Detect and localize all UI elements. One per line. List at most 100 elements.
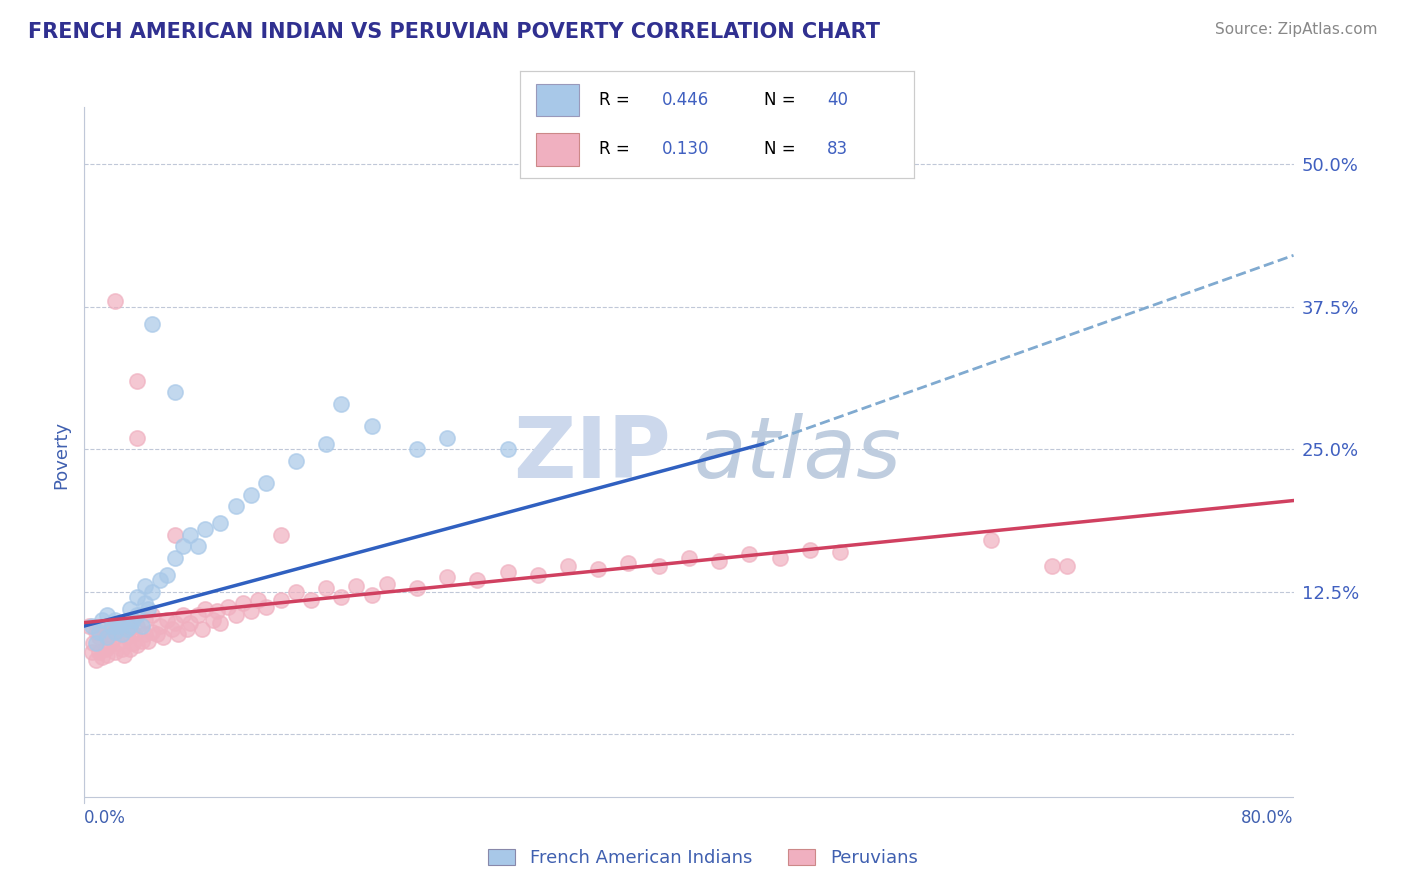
Point	[330, 591, 353, 605]
Point	[115, 615, 138, 630]
Point	[152, 631, 174, 645]
Point	[141, 607, 163, 622]
Point	[121, 613, 143, 627]
Point	[678, 550, 700, 565]
Point	[176, 623, 198, 637]
Point	[97, 639, 120, 653]
Point	[270, 528, 292, 542]
Point	[406, 442, 429, 457]
Point	[111, 615, 134, 630]
Point	[86, 636, 108, 650]
Y-axis label: Poverty: Poverty	[52, 421, 70, 489]
Point	[107, 636, 129, 650]
Legend: French American Indians, Peruvians: French American Indians, Peruvians	[481, 841, 925, 874]
Text: ZIP: ZIP	[513, 413, 671, 497]
Point	[360, 588, 382, 602]
Point	[270, 592, 292, 607]
Point	[346, 579, 368, 593]
Point	[375, 576, 398, 591]
Point	[107, 615, 129, 630]
Point	[1056, 558, 1078, 573]
Point	[86, 624, 108, 639]
Point	[96, 648, 118, 662]
Point	[830, 545, 852, 559]
Point	[134, 627, 156, 641]
Text: 0.446: 0.446	[662, 91, 709, 109]
Point	[104, 624, 127, 639]
Point	[149, 619, 172, 633]
Point	[588, 562, 610, 576]
Point	[100, 619, 122, 633]
Point	[112, 648, 135, 662]
Point	[330, 396, 353, 410]
Point	[118, 623, 141, 637]
Point	[80, 619, 103, 633]
Point	[285, 453, 308, 467]
Point	[225, 500, 247, 514]
Point	[165, 615, 187, 630]
Point	[136, 633, 159, 648]
Point	[149, 574, 172, 588]
Point	[648, 558, 671, 573]
Point	[104, 613, 127, 627]
FancyBboxPatch shape	[536, 134, 579, 166]
Point	[799, 542, 821, 557]
Point	[315, 582, 337, 596]
Point	[146, 627, 169, 641]
Point	[172, 607, 194, 622]
Text: N =: N =	[765, 141, 801, 159]
Point	[207, 604, 229, 618]
Point	[122, 627, 145, 641]
Point	[1040, 558, 1063, 573]
Point	[115, 631, 138, 645]
Point	[141, 584, 163, 599]
Point	[436, 431, 458, 445]
Point	[80, 645, 103, 659]
Point	[225, 607, 247, 622]
Point	[496, 442, 519, 457]
Point	[165, 385, 187, 400]
Point	[104, 293, 127, 308]
Point	[156, 567, 179, 582]
Point	[134, 579, 156, 593]
FancyBboxPatch shape	[536, 84, 579, 116]
Point	[179, 528, 201, 542]
Point	[127, 607, 149, 622]
Point	[172, 539, 194, 553]
Point	[194, 522, 217, 536]
Point	[285, 584, 308, 599]
Point	[131, 619, 153, 633]
Text: 0.130: 0.130	[662, 141, 710, 159]
Point	[179, 615, 201, 630]
Point	[94, 641, 117, 656]
Point	[107, 619, 129, 633]
Text: R =: R =	[599, 141, 640, 159]
Point	[118, 641, 141, 656]
Point	[127, 374, 149, 388]
Point	[100, 619, 122, 633]
Point	[141, 317, 163, 331]
Point	[127, 431, 149, 445]
Point	[91, 613, 114, 627]
Point	[406, 582, 429, 596]
Point	[91, 623, 114, 637]
Point	[111, 627, 134, 641]
Text: Source: ZipAtlas.com: Source: ZipAtlas.com	[1215, 22, 1378, 37]
Text: N =: N =	[765, 91, 801, 109]
Point	[187, 607, 209, 622]
Point	[111, 641, 134, 656]
Point	[201, 613, 224, 627]
Point	[436, 570, 458, 584]
Text: FRENCH AMERICAN INDIAN VS PERUVIAN POVERTY CORRELATION CHART: FRENCH AMERICAN INDIAN VS PERUVIAN POVER…	[28, 22, 880, 42]
Point	[980, 533, 1002, 548]
Point	[77, 619, 100, 633]
Point	[91, 649, 114, 664]
Point	[127, 619, 149, 633]
Text: 40: 40	[827, 91, 848, 109]
Point	[86, 653, 108, 667]
Point	[89, 624, 111, 639]
Point	[160, 623, 183, 637]
Point	[96, 631, 118, 645]
Point	[209, 615, 232, 630]
Text: 0.0%: 0.0%	[84, 808, 127, 827]
